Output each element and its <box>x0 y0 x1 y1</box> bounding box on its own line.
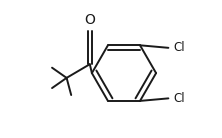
Text: Cl: Cl <box>174 41 185 54</box>
Text: O: O <box>84 13 95 27</box>
Text: Cl: Cl <box>174 92 185 105</box>
